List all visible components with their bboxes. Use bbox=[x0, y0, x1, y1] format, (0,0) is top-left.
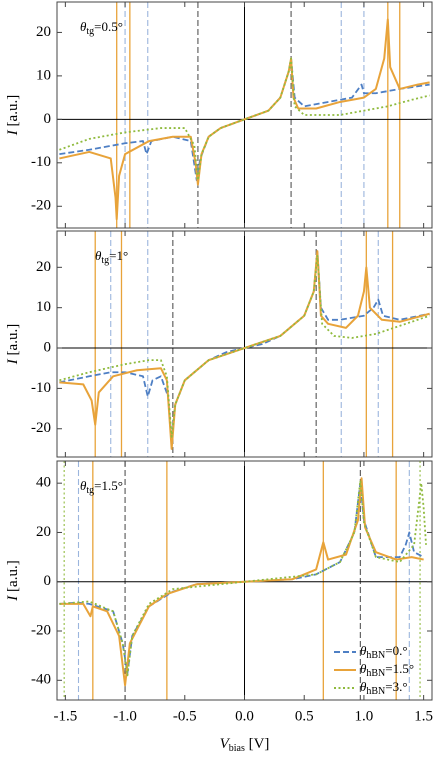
data-line bbox=[59, 254, 430, 438]
data-line bbox=[59, 57, 430, 182]
y-tick-label: 40 bbox=[36, 475, 51, 491]
legend-label: θhBN=0.° bbox=[360, 643, 408, 661]
x-tick-label: 1.5 bbox=[414, 708, 433, 724]
y-tick-label: -40 bbox=[31, 672, 51, 688]
data-line bbox=[59, 482, 425, 674]
y-tick-label: -10 bbox=[31, 154, 51, 170]
x-tick-label: -0.5 bbox=[173, 708, 197, 724]
x-tick-label: 0.0 bbox=[235, 708, 254, 724]
data-line bbox=[59, 479, 427, 677]
y-tick-label: -20 bbox=[31, 420, 51, 436]
y-tick-label: -20 bbox=[31, 622, 51, 638]
plot-area bbox=[57, 461, 432, 700]
x-tick-label: -1.5 bbox=[53, 708, 77, 724]
y-tick-label: 10 bbox=[36, 299, 51, 315]
y-axis-label: I [a.u.] bbox=[5, 95, 21, 136]
x-tick-label: -1.0 bbox=[113, 708, 137, 724]
plot-area bbox=[57, 231, 432, 457]
legend-label: θhBN=1.5° bbox=[360, 661, 414, 679]
panel-annotation: θtg=1.5° bbox=[80, 478, 123, 496]
y-tick-label: 10 bbox=[36, 67, 51, 83]
y-tick-label: 20 bbox=[36, 524, 51, 540]
y-tick-label: 20 bbox=[36, 24, 51, 40]
y-axis-label: I [a.u.] bbox=[5, 560, 21, 601]
y-tick-label: -20 bbox=[31, 198, 51, 214]
panel-annotation: θtg=0.5° bbox=[80, 19, 123, 37]
y-tick-label: 20 bbox=[36, 259, 51, 275]
y-tick-label: 0 bbox=[44, 573, 52, 589]
y-tick-label: 0 bbox=[44, 111, 52, 127]
x-tick-label: 0.5 bbox=[295, 708, 314, 724]
plot-area bbox=[57, 2, 432, 228]
x-tick-label: 1.0 bbox=[355, 708, 374, 724]
y-axis-label: I [a.u.] bbox=[5, 324, 21, 365]
x-axis-label: Vbias [V] bbox=[220, 736, 270, 754]
legend-label: θhBN=3.° bbox=[360, 679, 408, 697]
panel-annotation: θtg=1° bbox=[95, 248, 128, 266]
y-tick-label: 0 bbox=[44, 339, 52, 355]
y-tick-label: -10 bbox=[31, 380, 51, 396]
data-line bbox=[59, 250, 430, 450]
